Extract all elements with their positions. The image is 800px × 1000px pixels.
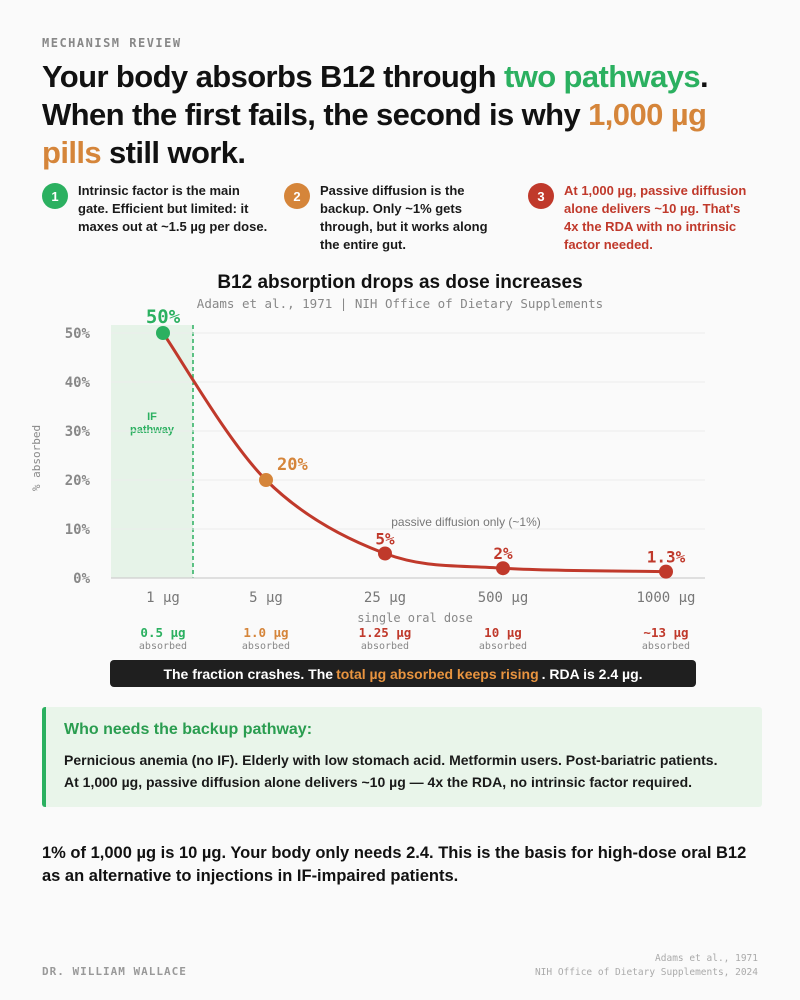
data-point [156, 326, 170, 340]
data-value-label: 20% [277, 455, 308, 475]
chart-title: B12 absorption drops as dose increases [217, 272, 583, 293]
y-tick-labels: 0% 10% 20% 30% 40% 50% [65, 326, 91, 587]
point-number-2: 2 [284, 183, 310, 209]
eyebrow-label: MECHANISM REVIEW [42, 36, 182, 50]
x-axis-label: single oral dose [357, 611, 473, 625]
sources: Adams et al., 1971 NIH Office of Dietary… [535, 952, 758, 980]
absorbed-word: absorbed [361, 641, 409, 652]
callout-title: Who needs the backup pathway: [64, 721, 313, 738]
absorbed-amount: 1.0 µg [243, 625, 288, 640]
y-tick-label: 40% [65, 375, 91, 391]
absorbed-amount: 10 µg [484, 625, 522, 640]
headline-part1: Your body absorbs B12 through [42, 59, 504, 94]
grid-lines [111, 332, 705, 579]
callout-body: Pernicious anemia (no IF). Elderly with … [64, 752, 718, 790]
absorption-chart: IF pathway 0%10%20%30%40%50% % absorbed … [30, 306, 705, 652]
y-tick-label: 30% [65, 424, 91, 440]
y-tick-label: 0% [73, 571, 90, 587]
point-number-3: 3 [528, 183, 554, 209]
banner-part1: The fraction crashes. The [163, 665, 334, 682]
absorbed-amount: ~13 µg [643, 625, 688, 640]
point-number-1: 1 [42, 183, 68, 209]
y-tick-label: 10% [65, 522, 91, 538]
source-1: Adams et al., 1971 [655, 953, 758, 964]
point-text-2: Passive diffusion is the backup. Only ~1… [320, 183, 488, 252]
x-tick-label: 5 µg [249, 590, 283, 606]
absorbed-word: absorbed [242, 641, 290, 652]
data-point [378, 546, 392, 561]
y-axis-label: % absorbed [30, 425, 43, 491]
point-text-3: At 1,000 µg, passive diffusion alone del… [564, 183, 747, 252]
point-text-1: Intrinsic factor is the main gate. Effic… [78, 183, 268, 234]
x-tick-label: 500 µg [478, 590, 529, 606]
data-value-label: 2% [493, 544, 513, 563]
if-pathway-zone [111, 325, 193, 578]
headline: Your body absorbs B12 through two pathwa… [42, 58, 762, 172]
data-points: 50% 20% 5% 2% 1.3% [146, 306, 686, 579]
series-line [161, 331, 668, 574]
author-credit: DR. WILLIAM WALLACE [42, 965, 187, 978]
absorbed-word: absorbed [642, 641, 690, 652]
key-point-1: 1 Intrinsic factor is the main gate. Eff… [42, 182, 284, 254]
headline-part2: . When the first fails, the second is wh… [42, 59, 709, 132]
x-tick-label: 1 µg [146, 590, 180, 606]
absorbed-word: absorbed [479, 641, 527, 652]
key-point-3: 3 At 1,000 µg, passive diffusion alone d… [528, 182, 758, 254]
summary-text: 1% of 1,000 µg is 10 µg. Your body only … [42, 844, 747, 885]
absorbed-word: absorbed [139, 641, 187, 652]
if-label-line1: IF [147, 411, 157, 423]
chart-subtitle: Adams et al., 1971 | NIH Office of Dieta… [196, 296, 604, 311]
data-value-label: 50% [146, 306, 181, 328]
data-point [659, 564, 673, 579]
y-tick-label: 50% [65, 326, 91, 342]
x-tick-label: 1000 µg [636, 590, 695, 606]
summary-banner: The fraction crashes. The total µg absorb… [110, 660, 696, 687]
data-value-label: 5% [375, 530, 395, 549]
data-point [259, 473, 273, 487]
backup-pathway-callout: Who needs the backup pathway: Pernicious… [42, 707, 762, 807]
data-value-label: 1.3% [647, 548, 686, 567]
headline-orange: 1,000 µg pills [42, 97, 707, 170]
data-point [496, 561, 510, 576]
absorbed-amount: 0.5 µg [140, 625, 185, 640]
source-2: NIH Office of Dietary Supplements, 2024 [534, 967, 758, 978]
passive-diffusion-label: passive diffusion only (~1%) [391, 515, 541, 529]
y-tick-label: 20% [65, 473, 91, 489]
headline-green: two pathways [503, 59, 701, 94]
banner-highlight: total µg absorbed keeps rising [336, 665, 539, 682]
x-tick-label: 25 µg [364, 590, 406, 606]
headline-part3: still work. [101, 135, 246, 170]
absorbed-amount: 1.25 µg [359, 625, 412, 640]
banner-part2: . RDA is 2.4 µg. [541, 665, 643, 682]
x-tick-labels: 1 µg 5 µg 25 µg 500 µg 1000 µg [146, 590, 695, 606]
if-label-line2: pathway [130, 424, 175, 436]
key-point-2: 2 Passive diffusion is the backup. Only … [284, 182, 528, 254]
key-points: 1 Intrinsic factor is the main gate. Eff… [42, 182, 762, 254]
